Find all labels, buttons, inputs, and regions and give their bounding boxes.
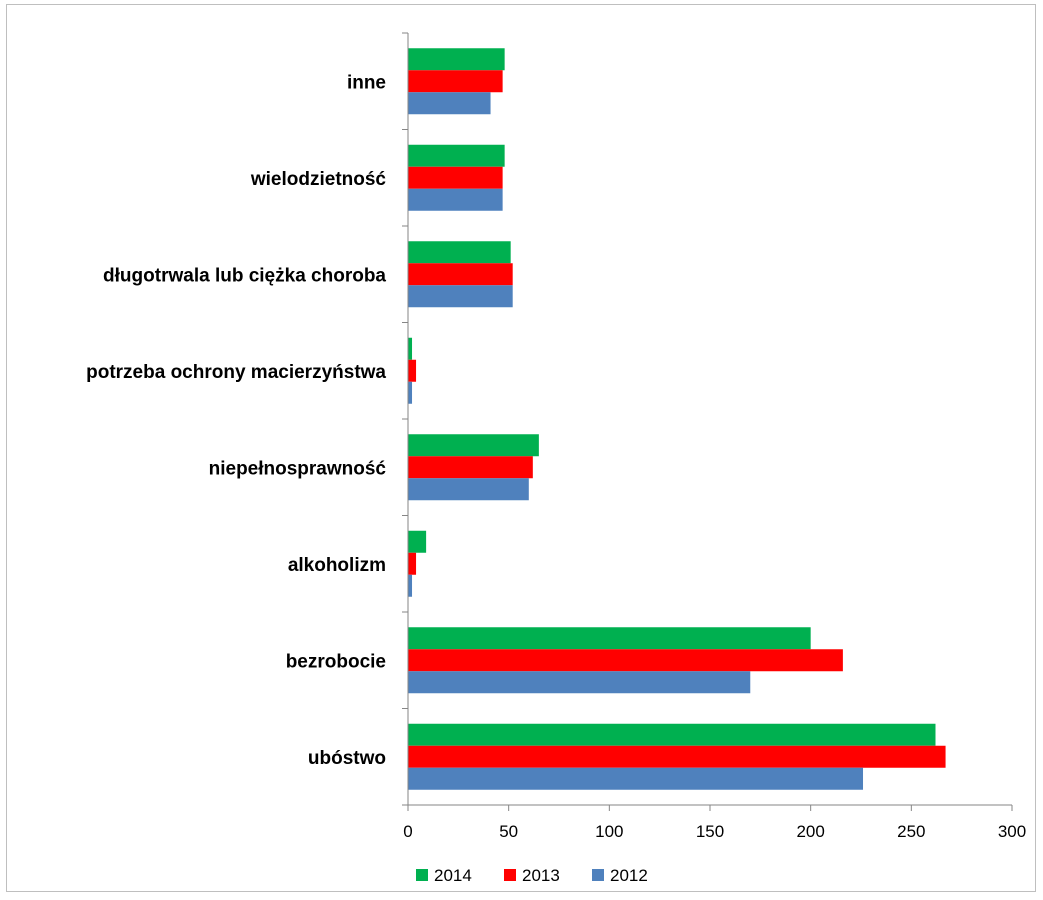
legend-swatch-2013 bbox=[504, 869, 516, 881]
category-label: alkoholizm bbox=[288, 555, 386, 576]
bar-2012-0 bbox=[408, 767, 864, 790]
bars-group bbox=[408, 48, 946, 790]
category-label: ubóstwo bbox=[308, 748, 386, 769]
bar-2013-2 bbox=[408, 552, 417, 575]
x-tick-label: 150 bbox=[696, 822, 724, 841]
legend: 2014 2013 2012 bbox=[416, 866, 648, 885]
bar-2013-3 bbox=[408, 456, 533, 479]
bar-2014-3 bbox=[408, 434, 539, 457]
bar-2012-6 bbox=[408, 188, 503, 211]
labels-group: ubóstwo bezrobocie alkoholizm niepełnospraw… bbox=[86, 72, 1026, 841]
legend-label-2012: 2012 bbox=[610, 866, 648, 885]
category-label: niepełnosprawność bbox=[209, 458, 387, 479]
bar-2013-6 bbox=[408, 166, 503, 189]
bar-2014-7 bbox=[408, 48, 505, 71]
legend-label-2014: 2014 bbox=[434, 866, 472, 885]
bar-2013-7 bbox=[408, 70, 503, 93]
bar-2014-5 bbox=[408, 241, 511, 264]
bar-2013-0 bbox=[408, 745, 946, 768]
x-tick-label: 300 bbox=[998, 822, 1026, 841]
category-label: inne bbox=[347, 72, 386, 93]
bar-2012-4 bbox=[408, 381, 413, 404]
legend-swatch-2012 bbox=[592, 869, 604, 881]
bar-2012-2 bbox=[408, 574, 413, 597]
bar-2013-1 bbox=[408, 649, 843, 672]
bar-2013-4 bbox=[408, 359, 417, 382]
x-tick-label: 250 bbox=[897, 822, 925, 841]
bar-2014-1 bbox=[408, 627, 811, 650]
category-label: potrzeba ochrony macierzyństwa bbox=[86, 362, 386, 383]
bar-2013-5 bbox=[408, 263, 513, 286]
bar-2014-0 bbox=[408, 723, 936, 746]
x-tick-label: 100 bbox=[595, 822, 623, 841]
bar-2012-5 bbox=[408, 285, 513, 308]
bar-2012-3 bbox=[408, 478, 529, 501]
x-tick-label: 0 bbox=[403, 822, 412, 841]
legend-label-2013: 2013 bbox=[522, 866, 560, 885]
bar-2014-2 bbox=[408, 530, 427, 553]
bar-2012-7 bbox=[408, 92, 491, 115]
category-label: bezrobocie bbox=[286, 651, 386, 672]
bar-2012-1 bbox=[408, 671, 751, 694]
category-label: długotrwala lub ciężka choroba bbox=[103, 265, 386, 286]
legend-swatch-2014 bbox=[416, 869, 428, 881]
axes-group bbox=[402, 32, 1013, 811]
bar-2014-6 bbox=[408, 144, 505, 167]
bar-2014-4 bbox=[408, 337, 413, 360]
category-label: wielodzietność bbox=[250, 169, 387, 190]
x-tick-label: 50 bbox=[499, 822, 518, 841]
x-tick-label: 200 bbox=[796, 822, 824, 841]
